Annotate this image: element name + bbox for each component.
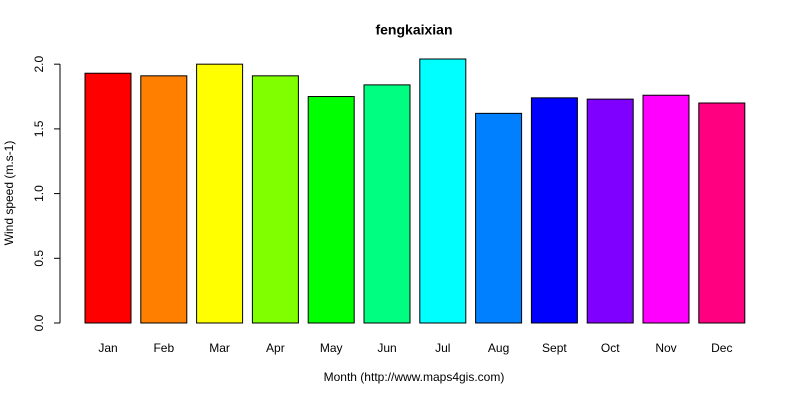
bar	[84, 72, 132, 324]
y-axis-label: Wind speed (m.s-1)	[2, 141, 16, 246]
chart-title: fengkaixian	[375, 22, 452, 38]
x-tick-label: May	[320, 341, 343, 355]
bar	[530, 97, 578, 324]
bar	[363, 84, 411, 324]
bar	[586, 98, 634, 324]
y-tick-label: 0.5	[32, 250, 46, 267]
y-tick-label: 0.0	[32, 314, 46, 331]
bar	[307, 96, 355, 324]
bar	[419, 58, 467, 324]
y-tick-label: 1.0	[32, 185, 46, 202]
x-tick-label: Sept	[542, 341, 567, 355]
x-tick-label: Nov	[655, 341, 676, 355]
x-axis-label: Month (http://www.maps4gis.com)	[324, 370, 505, 384]
x-tick-label: Apr	[266, 341, 285, 355]
bar	[698, 102, 746, 324]
bar	[196, 63, 244, 324]
x-tick-label: Dec	[711, 341, 732, 355]
x-tick-label: Oct	[601, 341, 620, 355]
x-tick-label: Aug	[488, 341, 509, 355]
bar	[475, 112, 523, 324]
x-tick-label: Mar	[209, 341, 230, 355]
x-tick-label: Jun	[377, 341, 396, 355]
bar	[140, 75, 188, 324]
x-tick-label: Jan	[98, 341, 117, 355]
x-tick-label: Jul	[435, 341, 450, 355]
y-tick-label: 1.5	[32, 120, 46, 137]
x-tick-label: Feb	[153, 341, 174, 355]
bar	[642, 94, 690, 324]
y-tick-label: 2.0	[32, 56, 46, 73]
bar	[251, 75, 299, 324]
